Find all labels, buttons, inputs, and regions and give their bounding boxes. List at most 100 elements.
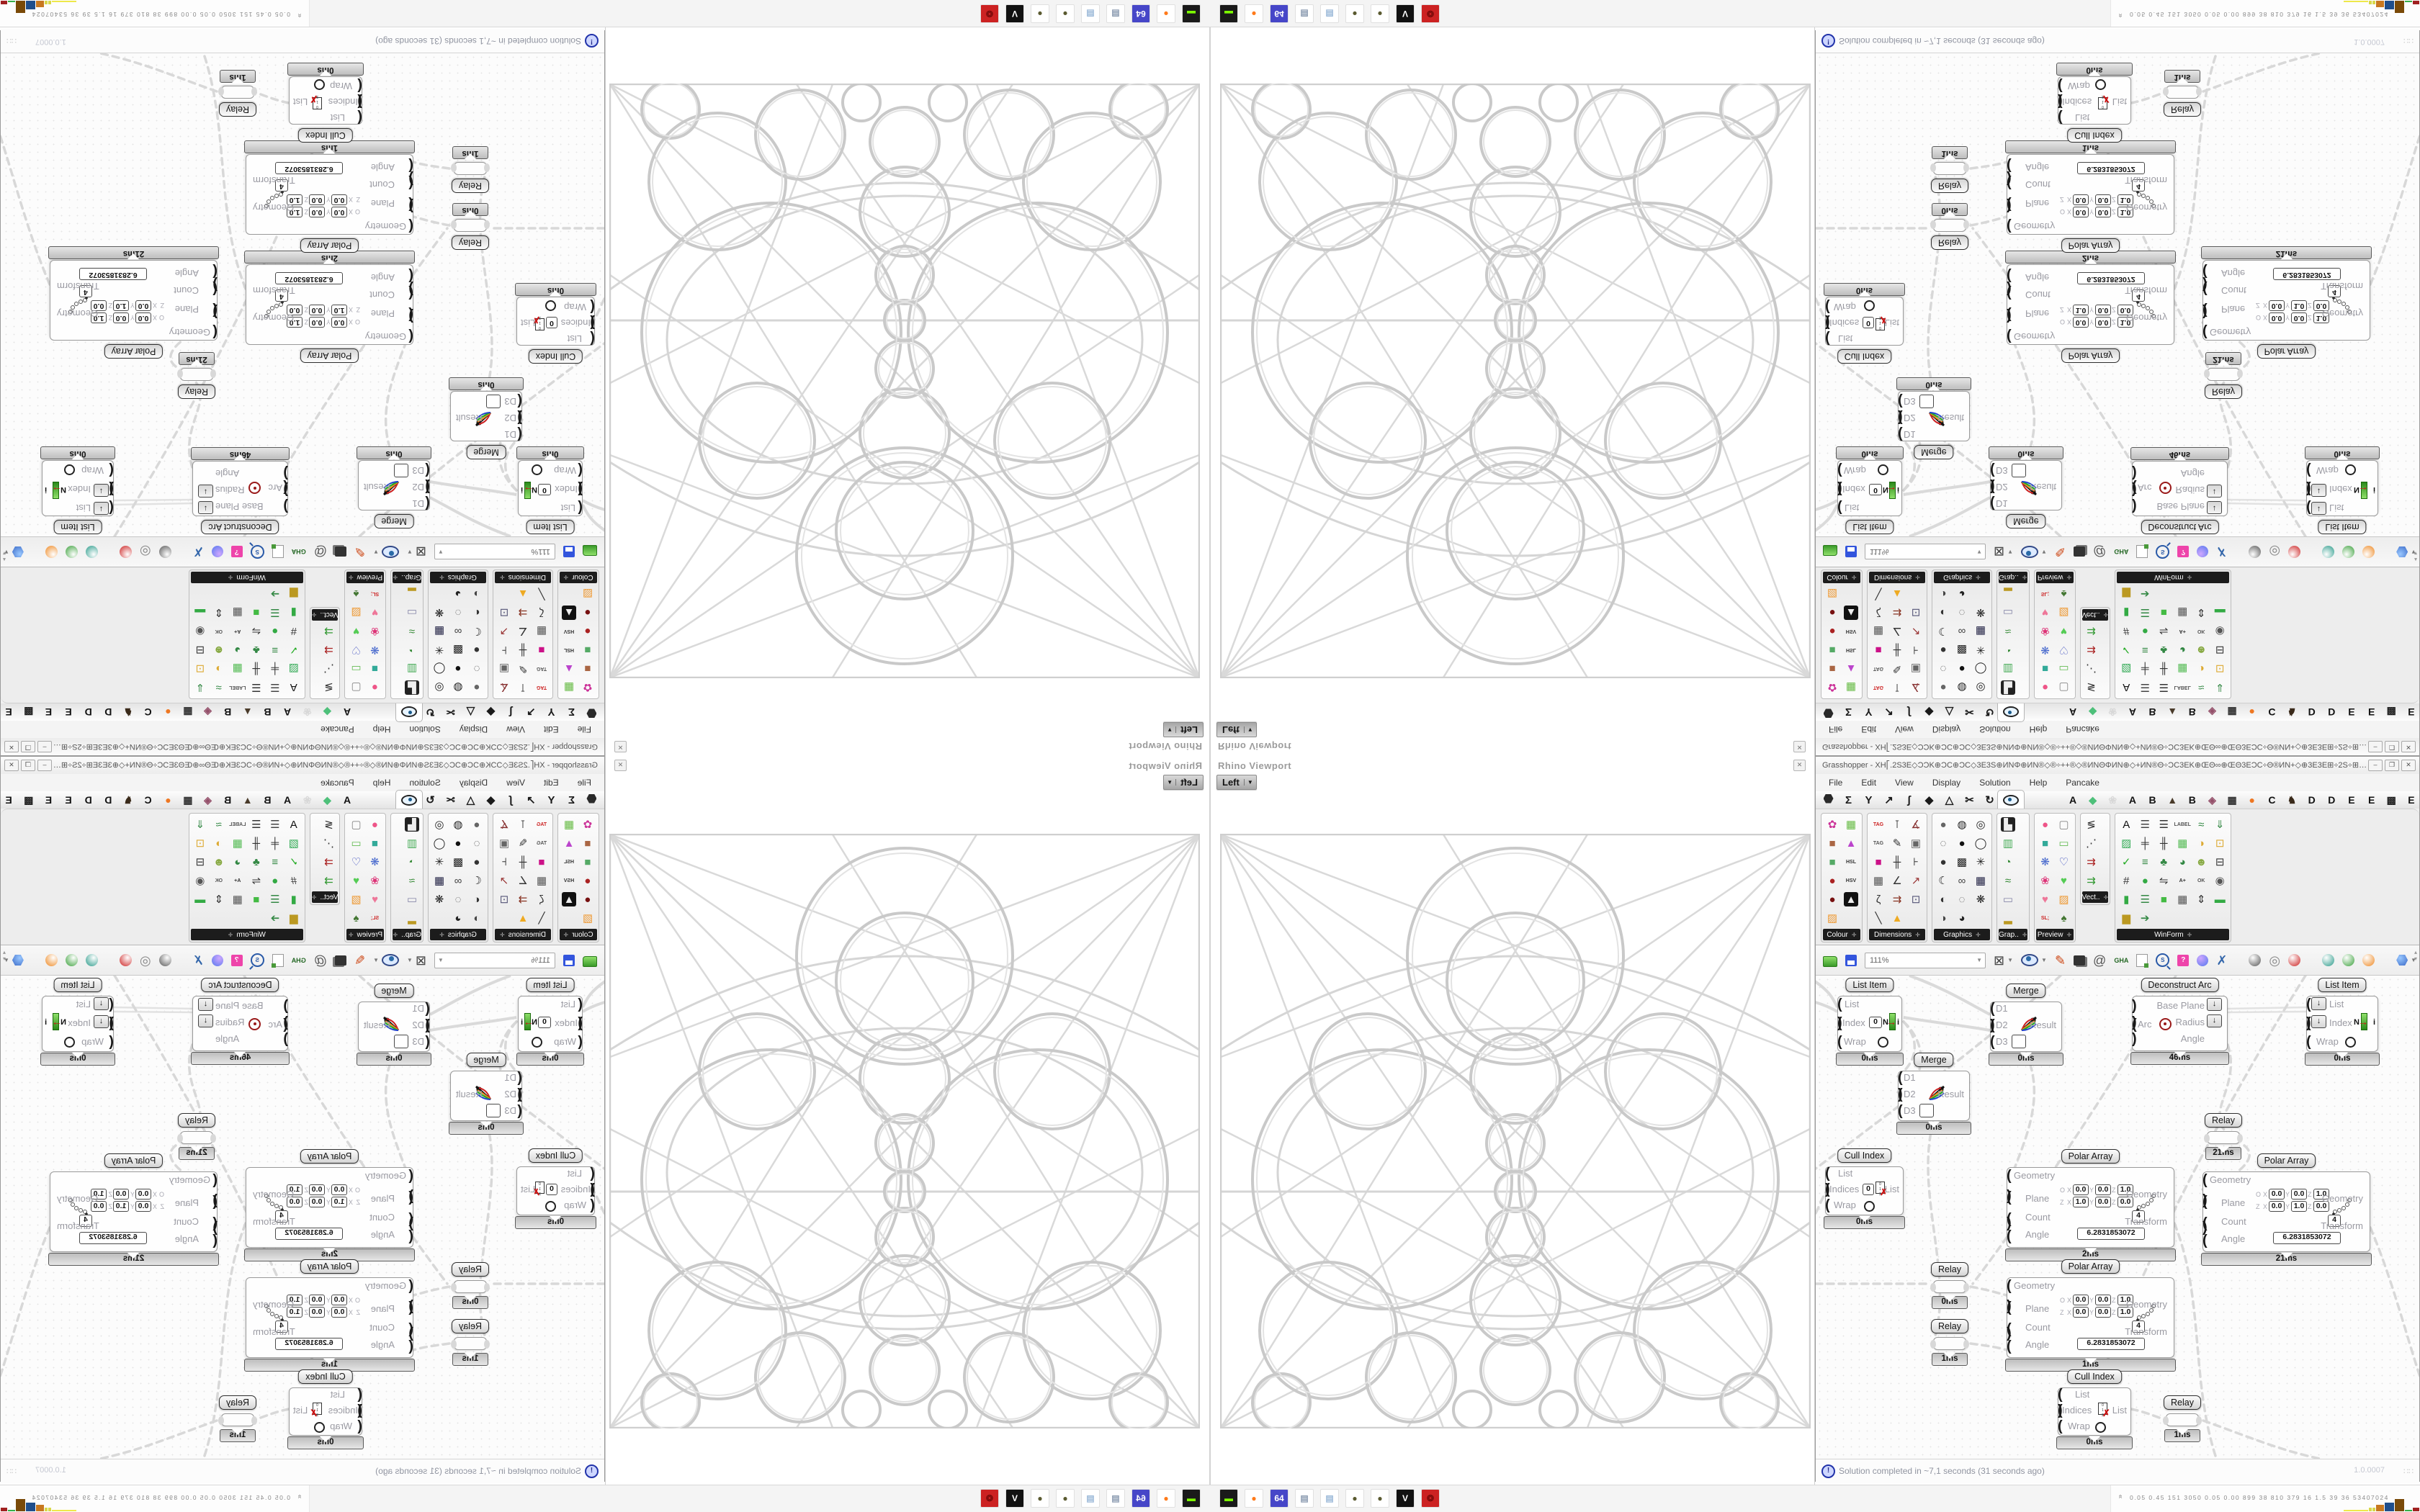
dropdown-icon[interactable]: ⊟ [2215, 855, 2225, 868]
circle-gray-icon[interactable]: ● [1940, 818, 1947, 831]
node-title[interactable]: Relay [452, 1262, 489, 1277]
sphere-pink-icon[interactable]: ● [371, 681, 379, 694]
input-port[interactable]: ( [2202, 1233, 2208, 1248]
expand-icon[interactable]: ✛ [500, 574, 505, 581]
arrows-green-icon[interactable]: ⇉ [324, 874, 333, 887]
tab-shield[interactable]: ◈ [2208, 706, 2216, 719]
step-icon[interactable]: ➔ [2140, 912, 2150, 924]
panel-footer-winform[interactable]: WinForm ✛ [190, 572, 303, 583]
pen-icon[interactable]: ✎ [1892, 662, 1902, 675]
node-title[interactable]: List Item [2318, 978, 2367, 992]
poly-dim-icon[interactable]: ζ [1876, 606, 1881, 619]
moss-ball-icon[interactable]: ● [1345, 4, 1364, 23]
resize-grip[interactable]: ∷∷ [2403, 1467, 2414, 1476]
panel-footer-graphics[interactable]: Graphics ✛ [1934, 572, 1990, 583]
node-title[interactable]: Polar Array [300, 348, 359, 363]
node-title[interactable]: Polar Array [2061, 238, 2120, 253]
node-merge-2[interactable]: Merge ( ( ( ) D1 D2 D3 Result 0ms [449, 1053, 524, 1135]
open-file-icon[interactable] [583, 956, 597, 967]
o-frame-icon[interactable]: ◯ [433, 662, 446, 675]
calc-icon[interactable]: ▦ [232, 893, 243, 906]
angle-dim-icon[interactable]: ∠ [518, 874, 528, 887]
d3-value-box[interactable] [1919, 1104, 1934, 1117]
tab-e2[interactable]: E [45, 794, 53, 806]
expand-icon[interactable]: ✛ [1976, 574, 1981, 581]
input-port[interactable]: ( [425, 462, 430, 478]
prism-icon[interactable]: ▲ [560, 890, 578, 909]
tab-intersect[interactable]: ✂ [1965, 706, 1974, 718]
expand-icon[interactable]: ✛ [393, 931, 398, 938]
hsl-icon[interactable]: HSL [1846, 859, 1856, 865]
output-port[interactable]: ) [425, 1017, 430, 1033]
output-port[interactable]: ) [517, 1086, 522, 1102]
crescent-icon[interactable]: ☾ [472, 874, 482, 887]
wheel-icon[interactable]: ✳ [434, 855, 444, 868]
node-merge-2[interactable]: Merge ( ( ( ) D1 D2 D3 Result 0ms [1896, 377, 1971, 459]
indices-value-box[interactable]: 0 [1863, 317, 1874, 328]
plane-value-box[interactable]: 0.0 [2073, 1307, 2089, 1318]
node-title[interactable]: Polar Array [300, 1259, 359, 1274]
hexagon-blue-icon[interactable] [12, 546, 24, 557]
sphere-green-icon[interactable] [2342, 546, 2355, 558]
output-port[interactable]: ) [212, 276, 218, 292]
node-title[interactable]: Polar Array [2257, 1153, 2316, 1168]
output-port[interactable]: ) [212, 304, 218, 320]
hsl-icon[interactable]: HSL [1846, 647, 1856, 653]
flatten-button[interactable]: ↓ [198, 501, 213, 514]
prism-icon[interactable]: ▲ [560, 603, 578, 622]
menu-display[interactable]: Display [459, 724, 488, 734]
gradient-x-icon[interactable]: ▨ [351, 606, 362, 619]
hearts-icon[interactable]: ♥ [372, 893, 378, 906]
save-snow-icon[interactable]: ❋ [434, 606, 444, 619]
plane-value-box[interactable]: 0.0 [135, 300, 151, 311]
index-value-box[interactable]: 0 [538, 1017, 551, 1028]
hsv-icon[interactable]: HSV [563, 629, 575, 634]
node-body[interactable] [1933, 162, 1966, 175]
sketch-pen-icon[interactable]: ✎ [2054, 953, 2066, 968]
heart-green-icon[interactable]: ♥ [353, 625, 359, 638]
angle-value-box[interactable]: 6.2831853072 [275, 162, 343, 174]
sphere-dark-icon[interactable]: ● [584, 893, 591, 906]
input-port[interactable]: ( [408, 1168, 413, 1184]
cube-green-icon[interactable]: ■ [584, 644, 591, 657]
tab-dots[interactable]: ▩ [24, 706, 34, 719]
tab-blob[interactable]: ❀ [302, 793, 312, 806]
output-port[interactable]: ) [2007, 308, 2012, 324]
hsv-icon[interactable]: HSV [563, 878, 575, 883]
compare-icon[interactable]: ⇋ [251, 874, 261, 887]
balls-blue-icon[interactable]: ❋ [2040, 644, 2050, 657]
input-port[interactable]: ( [1898, 1070, 1903, 1086]
plane-value-box[interactable]: 0.0 [331, 1307, 347, 1318]
tab-sets[interactable]: Y [1865, 706, 1873, 719]
viewport-view-dropdown[interactable]: Left ▼ [1163, 775, 1204, 790]
node-canvas[interactable]: List Item ( ( ( ) List Index Wrap 0 N → … [1816, 976, 2419, 1459]
moss-ball-icon[interactable]: ● [1056, 4, 1075, 23]
zoom-extents-icon[interactable]: ⊠ [415, 953, 426, 968]
save-file-icon[interactable] [1845, 546, 1857, 558]
tree-list-icon[interactable]: ☰ [270, 681, 280, 694]
tab-c[interactable]: C [144, 706, 152, 718]
count-value-box[interactable]: 4 [2328, 1215, 2341, 1227]
arrow-dim-icon[interactable]: ↗ [1911, 625, 1921, 638]
gradient-x-icon[interactable]: ▨ [2058, 893, 2069, 906]
path-icon[interactable]: ⋰ [323, 662, 334, 675]
plane-value-box[interactable]: 0.0 [2073, 1184, 2089, 1195]
panel-footer-preview[interactable]: Preview ✛ [2035, 572, 2074, 583]
output-port[interactable]: ) [408, 1188, 413, 1204]
hsl-icon[interactable]: HSL [564, 859, 574, 865]
plane-value-box[interactable]: 0.0 [331, 207, 347, 217]
gradient-icon[interactable]: ▦ [1845, 681, 1857, 694]
flatten-button[interactable]: ↓ [94, 997, 109, 1010]
input-port[interactable]: ( [1990, 1001, 1995, 1017]
wrap-toggle[interactable] [2095, 79, 2106, 90]
output-port[interactable]: ) [283, 1014, 288, 1030]
input-port[interactable]: ( [2306, 1015, 2311, 1031]
panel-g-icon[interactable]: ■ [253, 606, 260, 619]
landscape-icon[interactable]: ▭ [2058, 662, 2069, 675]
list-g-icon[interactable]: ≡ [272, 855, 279, 868]
node-merge-1[interactable]: Merge ( ( ( ) D1 D2 D3 Result 0ms [357, 446, 431, 528]
linear-dim-icon[interactable]: ⊦ [1913, 644, 1919, 657]
node-body[interactable] [2163, 1413, 2202, 1426]
path-icon[interactable]: ⋰ [323, 837, 334, 850]
